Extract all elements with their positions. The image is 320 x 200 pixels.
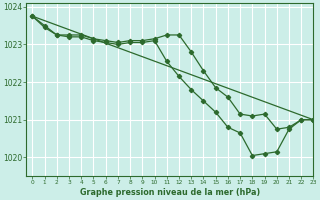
- X-axis label: Graphe pression niveau de la mer (hPa): Graphe pression niveau de la mer (hPa): [80, 188, 260, 197]
